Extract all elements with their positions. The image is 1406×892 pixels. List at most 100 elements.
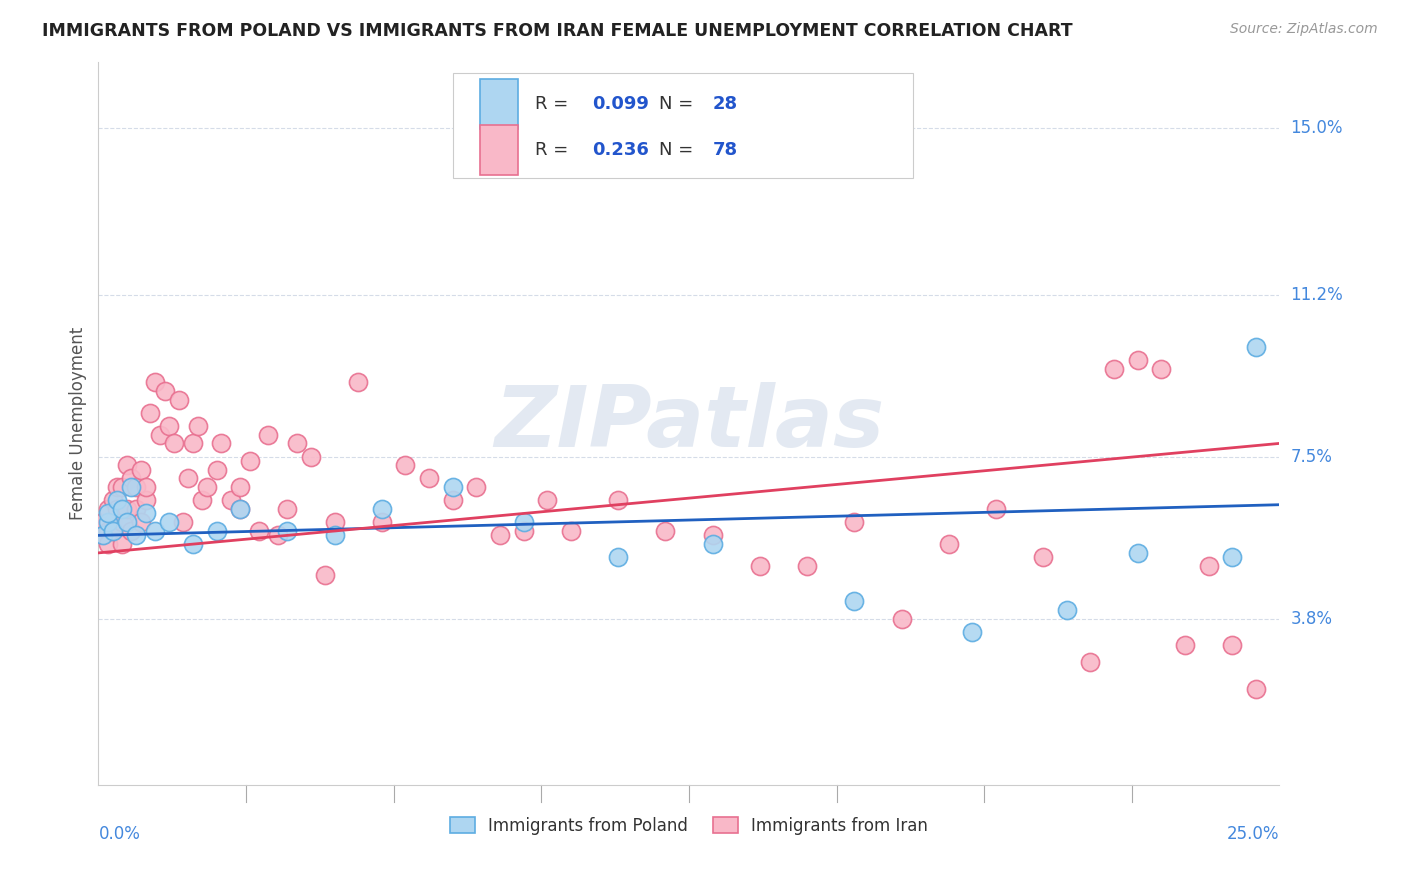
Point xyxy=(1244,340,1267,354)
Point xyxy=(465,480,488,494)
Point xyxy=(181,537,204,551)
Point xyxy=(347,375,370,389)
Text: IMMIGRANTS FROM POLAND VS IMMIGRANTS FROM IRAN FEMALE UNEMPLOYMENT CORRELATION C: IMMIGRANTS FROM POLAND VS IMMIGRANTS FRO… xyxy=(42,22,1073,40)
Point xyxy=(101,524,124,538)
Point xyxy=(702,528,724,542)
Point xyxy=(1080,656,1102,670)
Point xyxy=(1126,546,1149,560)
Text: 11.2%: 11.2% xyxy=(1291,285,1343,303)
Point xyxy=(129,463,152,477)
Point xyxy=(1056,603,1078,617)
Point xyxy=(125,502,148,516)
Point xyxy=(654,524,676,538)
Point xyxy=(143,375,166,389)
Point xyxy=(125,528,148,542)
Point xyxy=(1032,550,1054,565)
Point xyxy=(91,515,114,529)
Point xyxy=(962,624,984,639)
Point xyxy=(247,524,270,538)
Point xyxy=(97,537,120,551)
Point xyxy=(105,493,128,508)
Point xyxy=(167,392,190,407)
Text: 0.236: 0.236 xyxy=(592,141,650,159)
Point xyxy=(149,427,172,442)
Point xyxy=(172,515,194,529)
Point xyxy=(1220,550,1243,565)
Point xyxy=(129,515,152,529)
Point xyxy=(938,537,960,551)
Text: 0.099: 0.099 xyxy=(592,95,650,113)
Point xyxy=(844,515,866,529)
Text: 7.5%: 7.5% xyxy=(1291,448,1333,466)
Point xyxy=(115,458,138,473)
Point xyxy=(157,515,180,529)
Bar xyxy=(479,125,517,176)
Text: 25.0%: 25.0% xyxy=(1227,825,1279,843)
Point xyxy=(91,528,114,542)
Text: 78: 78 xyxy=(713,141,738,159)
Point xyxy=(1126,353,1149,368)
Point xyxy=(139,406,162,420)
Point xyxy=(418,471,440,485)
Point xyxy=(1244,681,1267,696)
Text: N =: N = xyxy=(659,141,699,159)
Point xyxy=(441,480,464,494)
Point xyxy=(101,493,124,508)
Point xyxy=(135,493,157,508)
Point xyxy=(285,436,308,450)
Point xyxy=(267,528,290,542)
Point xyxy=(748,559,770,574)
Point xyxy=(191,493,214,508)
Point xyxy=(257,427,280,442)
Point xyxy=(512,524,534,538)
Point xyxy=(371,515,394,529)
Point xyxy=(97,502,120,516)
Point xyxy=(1198,559,1220,574)
Point xyxy=(489,528,512,542)
Y-axis label: Female Unemployment: Female Unemployment xyxy=(69,327,87,520)
Point xyxy=(205,463,228,477)
Point xyxy=(143,524,166,538)
Point xyxy=(111,502,134,516)
Point xyxy=(121,524,143,538)
Text: R =: R = xyxy=(536,95,575,113)
Point xyxy=(181,436,204,450)
Point xyxy=(177,471,200,485)
Point xyxy=(105,502,128,516)
Point xyxy=(97,515,120,529)
Point xyxy=(314,567,336,582)
Point xyxy=(702,537,724,551)
Text: ZIPatlas: ZIPatlas xyxy=(494,382,884,466)
Point xyxy=(209,436,232,450)
Point xyxy=(536,493,558,508)
FancyBboxPatch shape xyxy=(453,73,914,178)
Point xyxy=(105,480,128,494)
Point xyxy=(441,493,464,508)
Point xyxy=(607,550,630,565)
Point xyxy=(1150,362,1173,376)
Text: 15.0%: 15.0% xyxy=(1291,120,1343,137)
Point xyxy=(125,480,148,494)
Point xyxy=(323,515,346,529)
Point xyxy=(1102,362,1125,376)
Point xyxy=(299,450,322,464)
Point xyxy=(157,418,180,433)
Point xyxy=(97,507,120,521)
Point xyxy=(163,436,186,450)
Point xyxy=(394,458,416,473)
Point xyxy=(371,502,394,516)
Point xyxy=(323,528,346,542)
Point xyxy=(560,524,582,538)
Point xyxy=(229,502,252,516)
Point xyxy=(512,515,534,529)
Point xyxy=(153,384,176,398)
Point xyxy=(276,524,298,538)
Text: R =: R = xyxy=(536,141,575,159)
Point xyxy=(135,507,157,521)
Legend: Immigrants from Poland, Immigrants from Iran: Immigrants from Poland, Immigrants from … xyxy=(443,810,935,842)
Point xyxy=(187,418,209,433)
Point xyxy=(1220,638,1243,652)
Point xyxy=(195,480,218,494)
Point xyxy=(111,515,134,529)
Point xyxy=(111,537,134,551)
